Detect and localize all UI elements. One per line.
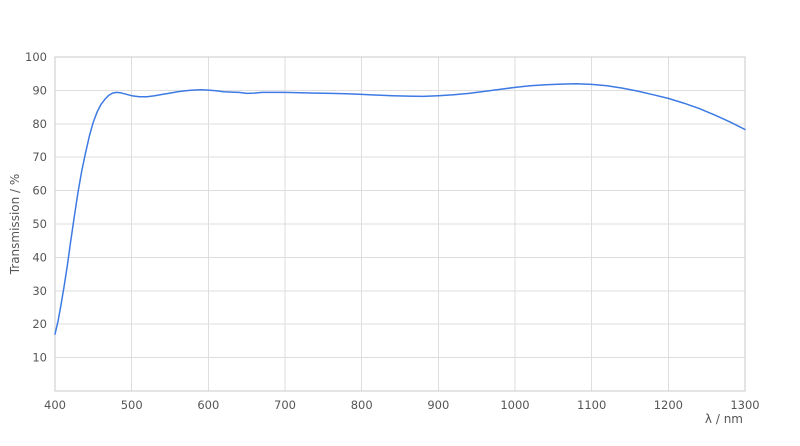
y-tick-label: 30 — [32, 284, 47, 298]
x-tick-label: 500 — [121, 398, 143, 412]
y-tick-label: 50 — [32, 217, 47, 231]
x-axis-title: λ / nm — [705, 412, 743, 426]
x-tick-label: 900 — [427, 398, 449, 412]
y-tick-label: 10 — [32, 351, 47, 365]
x-tick-label: 1100 — [577, 398, 606, 412]
x-tick-label: 800 — [351, 398, 373, 412]
y-tick-label: 60 — [32, 184, 47, 198]
y-tick-label: 70 — [32, 150, 47, 164]
transmission-curve — [54, 82, 746, 335]
x-tick-label: 1000 — [500, 398, 529, 412]
y-tick-label: 80 — [32, 117, 47, 131]
x-tick-label: 600 — [197, 398, 219, 412]
x-tick-label: 400 — [44, 398, 66, 412]
y-tick-label: 90 — [32, 83, 47, 97]
tick-labels: 400 500 600 700 800 900 1000 1100 1200 1300 10 20 30… — [25, 50, 760, 412]
plot-border — [54, 56, 746, 392]
y-tick-label: 100 — [25, 50, 47, 64]
x-tick-label: 1300 — [730, 398, 759, 412]
y-tick-label: 40 — [32, 250, 47, 264]
x-tick-label: 700 — [274, 398, 296, 412]
gridlines — [54, 56, 746, 392]
y-axis-title: Transmission / % — [8, 174, 22, 276]
y-tick-label: 20 — [32, 317, 47, 331]
x-tick-label: 1200 — [654, 398, 683, 412]
